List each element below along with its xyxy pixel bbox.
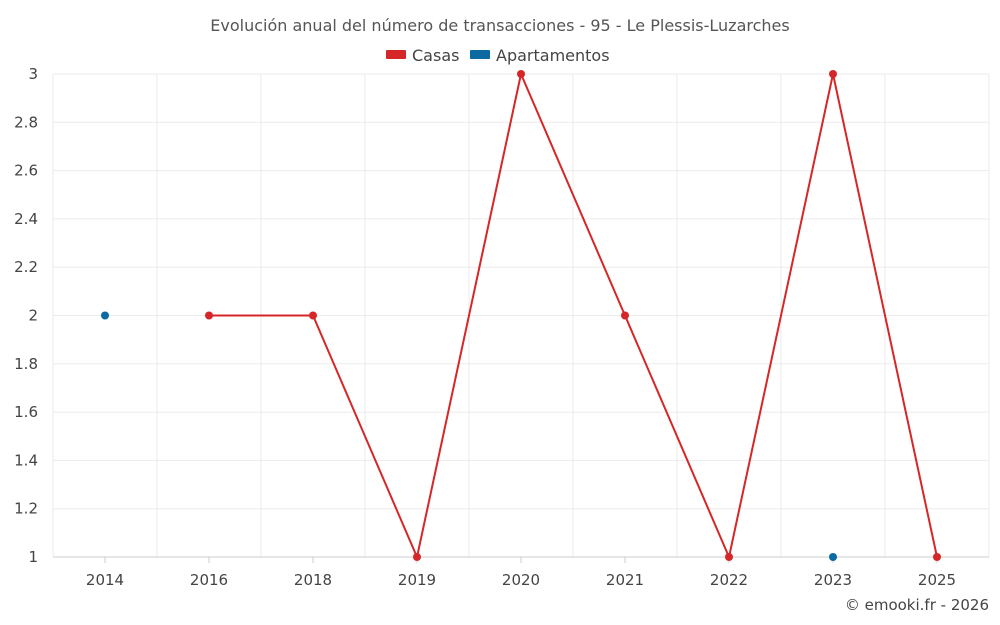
y-tick-label: 2 xyxy=(28,307,38,325)
legend-swatch-casas xyxy=(386,50,406,59)
x-tick-label: 2018 xyxy=(294,571,332,589)
data-point-casas[interactable] xyxy=(205,311,213,320)
x-tick-label: 2021 xyxy=(606,571,644,589)
plot-area xyxy=(101,70,941,561)
x-tick-label: 2016 xyxy=(190,571,228,589)
data-point-casas[interactable] xyxy=(933,553,941,561)
data-point-casas[interactable] xyxy=(621,311,629,320)
legend-swatch-apartamentos xyxy=(470,50,490,59)
legend-item-apartamentos[interactable]: Apartamentos xyxy=(470,46,610,65)
series-line-casas xyxy=(209,73,938,558)
x-tick-label: 2023 xyxy=(814,571,852,589)
x-tick-label: 2022 xyxy=(710,571,748,589)
y-tick-label: 3 xyxy=(28,65,38,83)
x-tick-label: 2020 xyxy=(502,571,540,589)
legend-label-casas: Casas xyxy=(412,46,459,65)
y-axis: 1 1.2 1.4 1.6 1.8 2 2.2 2.4 2.6 2.8 3 xyxy=(14,65,38,566)
data-point-apartamentos[interactable] xyxy=(101,311,109,320)
legend-item-casas[interactable]: Casas xyxy=(386,46,459,65)
y-tick-label: 2.4 xyxy=(14,210,38,228)
credit-text: © emooki.fr - 2026 xyxy=(845,596,989,614)
legend[interactable]: Casas Apartamentos xyxy=(386,46,610,65)
x-axis: 2014 2016 2018 2019 2020 2021 2022 2023 2025 xyxy=(53,556,989,589)
data-point-casas[interactable] xyxy=(309,311,317,320)
y-tick-label: 1.2 xyxy=(14,500,38,518)
series-casas xyxy=(205,70,941,561)
y-tick-label: 1 xyxy=(28,548,38,566)
x-tick-label: 2025 xyxy=(918,571,956,589)
legend-label-apartamentos: Apartamentos xyxy=(496,46,610,65)
data-point-casas[interactable] xyxy=(517,70,525,78)
data-point-casas[interactable] xyxy=(725,553,733,561)
chart-title: Evolución anual del número de transaccio… xyxy=(210,16,789,35)
y-tick-label: 1.4 xyxy=(14,451,38,469)
data-point-casas[interactable] xyxy=(413,553,421,561)
y-tick-label: 2.6 xyxy=(14,162,38,180)
y-tick-label: 2.8 xyxy=(14,113,38,131)
y-tick-label: 1.6 xyxy=(14,403,38,421)
x-tick-label: 2014 xyxy=(86,571,124,589)
data-point-apartamentos[interactable] xyxy=(829,553,837,561)
y-tick-label: 1.8 xyxy=(14,355,38,373)
y-tick-label: 2.2 xyxy=(14,258,38,276)
data-point-casas[interactable] xyxy=(829,70,837,78)
series-apartamentos xyxy=(101,311,837,561)
x-tick-label: 2019 xyxy=(398,571,436,589)
